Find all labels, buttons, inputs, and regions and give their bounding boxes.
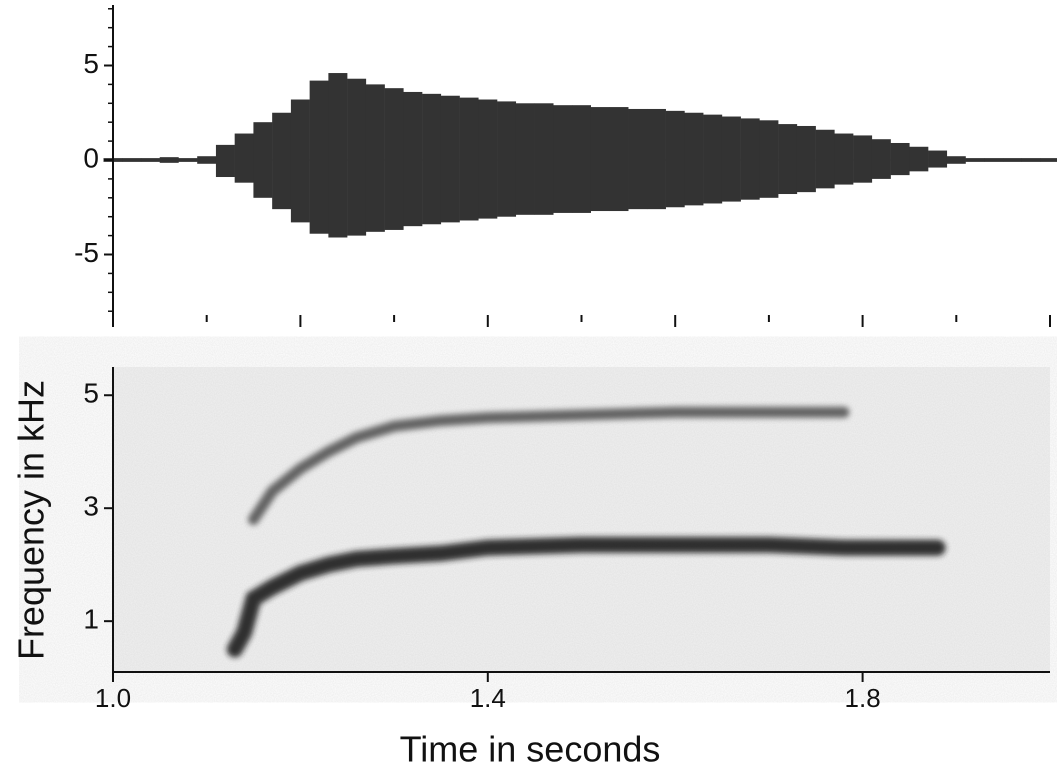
waveform-envelope (478, 99, 498, 219)
waveform-envelope (890, 142, 910, 176)
waveform-envelope (1040, 158, 1057, 162)
waveform-envelope (796, 125, 816, 193)
x-tick-label: 1.8 (845, 683, 881, 713)
y-axis-label: Frequency in kHz (11, 380, 52, 660)
waveform-envelope (609, 107, 629, 212)
waveform-envelope (928, 150, 948, 168)
waveform-envelope (253, 122, 273, 198)
waveform-envelope (365, 84, 385, 232)
waveform-envelope (178, 158, 198, 162)
waveform-envelope (871, 139, 891, 179)
waveform-envelope (853, 135, 873, 183)
waveform-envelope (290, 99, 310, 223)
waveform-envelope (646, 108, 666, 210)
waveform-envelope (628, 108, 648, 210)
waveform-envelope (721, 116, 741, 202)
waveform-envelope (909, 146, 929, 172)
y-tick-label: 1 (83, 604, 99, 635)
waveform-envelope (553, 105, 573, 213)
y-tick-label: 0 (83, 142, 99, 173)
waveform-envelope (459, 97, 479, 221)
waveform-envelope (515, 103, 535, 215)
x-tick-label: 1.4 (470, 683, 506, 713)
waveform-envelope (703, 114, 723, 204)
waveform-envelope (665, 110, 685, 208)
waveform-envelope (834, 133, 854, 185)
y-tick-label: -5 (74, 237, 99, 268)
waveform-envelope (590, 107, 610, 212)
waveform-envelope (1021, 158, 1041, 162)
waveform-envelope (946, 156, 966, 164)
waveform-envelope (497, 101, 517, 217)
waveform-envelope (140, 158, 160, 162)
waveform-envelope (234, 133, 254, 183)
waveform-envelope (759, 120, 779, 198)
waveform-envelope (740, 118, 760, 200)
y-tick-label: 3 (83, 491, 99, 522)
waveform-envelope (215, 144, 235, 178)
waveform-envelope (984, 158, 1004, 162)
waveform-envelope (534, 103, 554, 215)
waveform-envelope (684, 112, 704, 206)
waveform-envelope (965, 158, 985, 162)
waveform-envelope (159, 157, 179, 163)
waveform-envelope (778, 124, 798, 195)
y-tick-label: 5 (83, 48, 99, 79)
harmonic-track (226, 536, 946, 658)
waveform-envelope (403, 91, 423, 227)
x-axis-label: Time in seconds (400, 729, 661, 770)
waveform-envelope (197, 156, 217, 164)
waveform-envelope (347, 78, 367, 236)
waveform-envelope (572, 105, 591, 213)
waveform-envelope (422, 93, 442, 225)
x-tick-label: 1.0 (95, 683, 131, 713)
y-tick-label: 5 (83, 378, 99, 409)
waveform-envelope (309, 80, 329, 234)
waveform-envelope (328, 73, 348, 238)
waveform-envelope (1003, 158, 1023, 162)
waveform-envelope (272, 112, 292, 210)
waveform-envelope (815, 129, 835, 189)
waveform-envelope (384, 88, 404, 230)
waveform-envelope (122, 158, 142, 162)
harmonic-track (248, 406, 850, 525)
waveform-envelope (440, 95, 460, 223)
